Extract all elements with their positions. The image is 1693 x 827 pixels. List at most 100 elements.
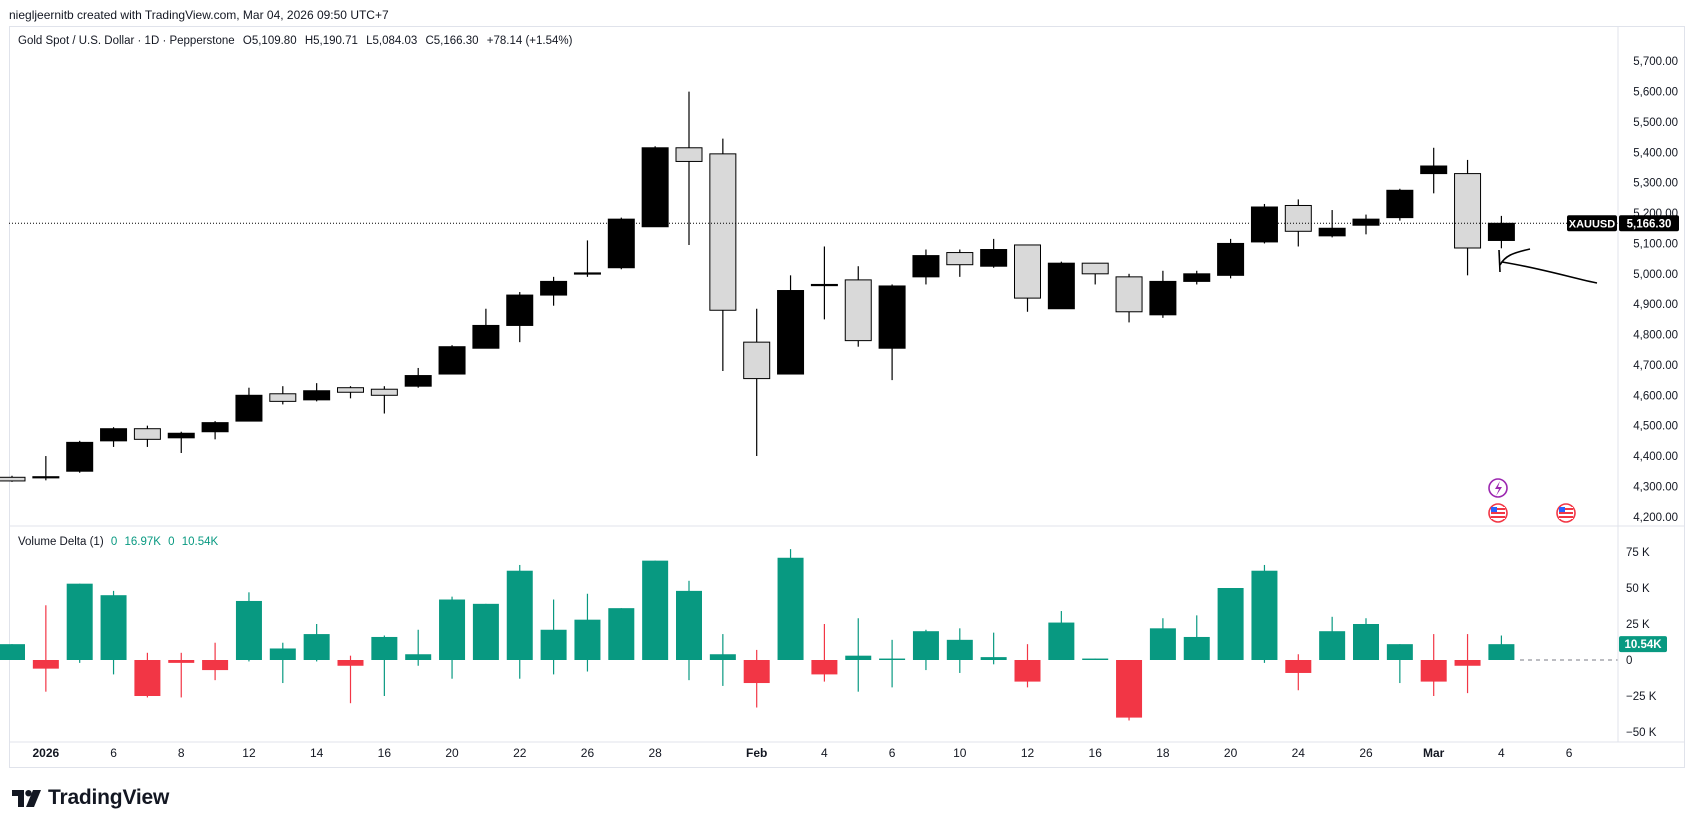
- volume-delta-bar: [0, 644, 25, 660]
- time-tick-label: 6: [1566, 746, 1573, 760]
- volume-delta-bar: [912, 629, 939, 671]
- volume-delta-bar: [1353, 618, 1379, 660]
- candle: [32, 456, 60, 481]
- time-tick-label: 16: [378, 746, 392, 760]
- indicator-name[interactable]: Volume Delta (1): [18, 536, 104, 548]
- volume-delta-bar: [811, 624, 838, 682]
- symbol-description[interactable]: Gold Spot / U.S. Dollar · 1D · Peppersto…: [18, 35, 235, 47]
- volume-delta-body: [32, 660, 59, 669]
- candle: [1386, 188, 1414, 221]
- price-tick-label: 4,900.00: [1633, 299, 1678, 311]
- candle: [1487, 215, 1515, 249]
- candle: [1149, 270, 1177, 318]
- candle: [743, 308, 771, 457]
- volume-delta-bar: [1082, 658, 1109, 660]
- volume-delta-bar: [32, 605, 59, 692]
- annotation-arrow-tick: [1498, 249, 1501, 273]
- candle: [810, 246, 838, 320]
- time-tick-label: 6: [110, 746, 117, 760]
- price-tick-label: 5,400.00: [1633, 147, 1678, 159]
- candle: [709, 138, 737, 371]
- candle-body: [675, 147, 703, 162]
- candle-body: [506, 294, 534, 326]
- volume-delta-body: [608, 608, 635, 660]
- candle: [1250, 203, 1278, 244]
- candle-body: [1318, 227, 1346, 237]
- candle-body: [201, 422, 229, 433]
- lightning-icon[interactable]: [1488, 478, 1508, 498]
- indicator-value-1: 0: [110, 536, 118, 548]
- time-tick-label: Feb: [746, 746, 767, 760]
- candle-body: [540, 280, 568, 296]
- price-tick-label: 5,100.00: [1633, 238, 1678, 250]
- candle: [269, 386, 297, 405]
- volume-delta-body: [1116, 660, 1143, 718]
- us-flag-icon[interactable]: [1556, 503, 1576, 523]
- volume-delta-body: [235, 600, 262, 660]
- volume-delta-tick-label: 0: [1626, 655, 1632, 667]
- candle-body: [0, 476, 26, 482]
- candle: [675, 91, 703, 245]
- volume-delta-body: [574, 619, 601, 660]
- candle: [472, 308, 500, 349]
- time-tick-label: 6: [889, 746, 896, 760]
- tradingview-logo[interactable]: TradingView: [12, 786, 169, 810]
- candle: [844, 266, 872, 347]
- price-tick-label: 4,300.00: [1633, 481, 1678, 493]
- candle-body: [1352, 218, 1380, 226]
- volume-delta-body: [202, 660, 229, 671]
- time-tick-label: 28: [648, 746, 662, 760]
- volume-delta-tick-label: 75 K: [1626, 547, 1650, 559]
- volume-delta-body: [946, 639, 973, 660]
- candle-body: [404, 375, 432, 387]
- volume-delta-legend[interactable]: Volume Delta (1) 0 16.97K 0 10.54K: [18, 536, 218, 548]
- time-tick-label: Mar: [1423, 746, 1445, 760]
- candle: [912, 249, 940, 285]
- annotation-arrow: [1499, 248, 1598, 284]
- ohlc-legend[interactable]: Gold Spot / U.S. Dollar · 1D · Peppersto…: [18, 35, 577, 47]
- candle: [878, 284, 906, 381]
- volume-delta-body: [1454, 660, 1481, 666]
- candle: [1081, 262, 1109, 285]
- volume-delta-bar: [134, 652, 161, 698]
- volume-delta-tick-label: −25 K: [1626, 691, 1657, 703]
- volume-delta-bar: [845, 618, 872, 692]
- price-tick-label: 4,700.00: [1633, 360, 1678, 372]
- us-flag-icon[interactable]: [1488, 503, 1508, 523]
- volume-delta-body: [269, 648, 296, 660]
- volume-delta-bar: [506, 564, 533, 679]
- volume-delta-bar: [1217, 588, 1244, 660]
- volume-delta-bar: [202, 642, 229, 681]
- time-tick-label: 16: [1089, 746, 1103, 760]
- candle: [438, 345, 466, 375]
- volume-delta-bar: [1488, 635, 1515, 660]
- time-tick-label: 20: [1224, 746, 1238, 760]
- volume-delta-bar: [946, 628, 973, 673]
- volume-delta-body: [1149, 628, 1176, 660]
- volume-delta-bar: [642, 560, 669, 660]
- price-tick-label: 5,300.00: [1633, 178, 1678, 190]
- candle: [167, 431, 195, 453]
- candle-body: [1217, 242, 1245, 276]
- candle-body: [1487, 222, 1515, 241]
- indicator-value-2: 16.97K: [124, 536, 161, 548]
- volume-delta-body: [1488, 644, 1515, 660]
- candle-body: [709, 153, 737, 311]
- price-tick-label: 4,800.00: [1633, 330, 1678, 342]
- close-value: C5,166.30: [425, 35, 479, 47]
- candle-body: [235, 394, 263, 422]
- tradingview-logo-icon: [12, 789, 41, 807]
- candle-body: [1183, 273, 1211, 282]
- volume-delta-axis: −50 K −25 K 0 25 K 50 K 75 K 10.54K: [1619, 547, 1667, 739]
- candle-body: [32, 476, 60, 479]
- time-tick-label: 12: [1021, 746, 1035, 760]
- candle: [946, 249, 974, 277]
- volume-delta-bar: [405, 629, 432, 666]
- candle-body: [946, 252, 974, 266]
- chart-header: nieglj​eernitb created with TradingView.…: [9, 8, 389, 22]
- price-tick-label: 5,700.00: [1633, 56, 1678, 68]
- volume-delta-body: [1353, 624, 1379, 660]
- volume-delta-body: [1048, 622, 1075, 660]
- price-tick-label: 4,200.00: [1633, 512, 1678, 524]
